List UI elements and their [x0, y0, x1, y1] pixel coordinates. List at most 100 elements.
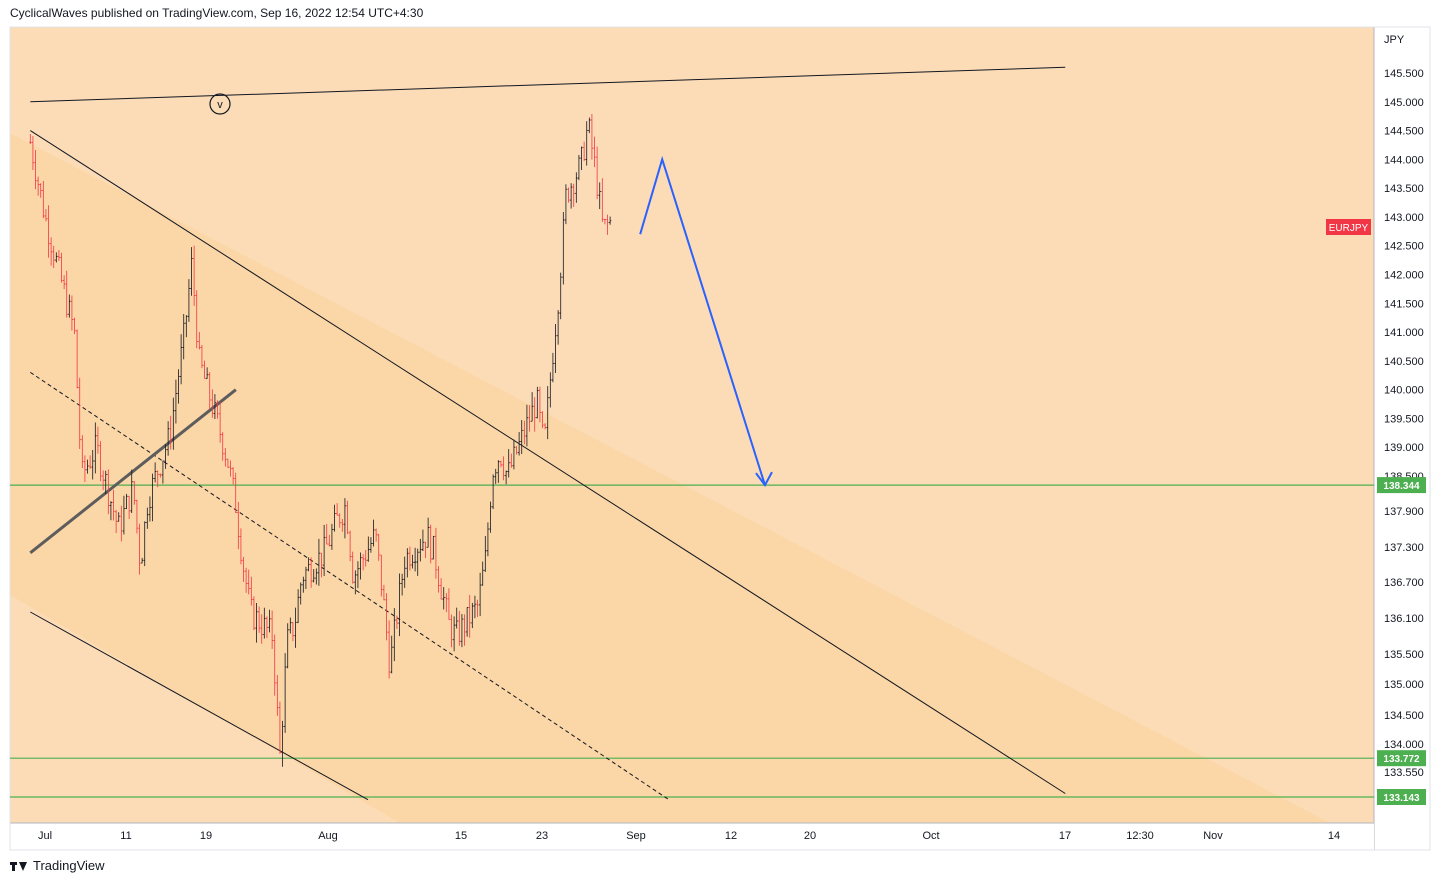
candle-120 [341, 518, 344, 532]
candle-137 [385, 593, 388, 641]
price-tick-16: 137.300 [1384, 542, 1424, 554]
time-tick-4: 15 [455, 830, 467, 842]
candle-64 [195, 290, 198, 349]
candle-24 [91, 449, 94, 480]
candle-184 [507, 449, 510, 478]
candle-90 [263, 607, 266, 639]
candle-174 [481, 561, 484, 586]
candle-116 [330, 523, 334, 550]
candle-36 [122, 495, 126, 535]
level-label-0: 138.344 [1383, 481, 1420, 492]
candle-1 [31, 135, 35, 170]
candle-49 [156, 470, 159, 488]
candle-200 [549, 372, 552, 408]
candle-61 [187, 279, 191, 322]
candle-206 [564, 184, 568, 225]
level-labels: 138.344 133.772 133.143 [1377, 477, 1426, 805]
candle-196 [538, 386, 542, 423]
trendline-0 [30, 66, 1066, 103]
candle-128 [361, 554, 365, 571]
candle-55 [172, 397, 175, 450]
candle-133 [374, 528, 378, 542]
time-tick-8: 20 [804, 830, 816, 842]
candle-192 [528, 405, 531, 432]
time-tick-9: Oct [922, 830, 939, 842]
candle-181 [499, 460, 503, 468]
candle-209 [572, 183, 575, 207]
candle-211 [577, 154, 581, 181]
footer-brand-label: TradingView [33, 858, 105, 873]
candle-86 [252, 596, 256, 631]
candle-45 [146, 507, 149, 529]
candle-195 [536, 386, 539, 419]
candle-79 [234, 472, 237, 514]
candle-188 [517, 432, 521, 456]
candle-96 [278, 701, 282, 754]
candle-35 [120, 505, 123, 542]
candle-114 [325, 523, 328, 545]
candle-92 [268, 609, 271, 633]
time-tick-13: 14 [1328, 830, 1340, 842]
candle-23 [88, 455, 92, 469]
price-tick-7: 142.000 [1384, 270, 1424, 282]
candle-172 [476, 599, 479, 618]
candle-191 [525, 404, 529, 447]
candle-132 [372, 519, 375, 547]
candle-95 [276, 675, 279, 716]
horizontal-levels [10, 484, 1374, 798]
candle-105 [302, 576, 305, 593]
candle-146 [408, 546, 412, 571]
candle-221 [603, 218, 607, 225]
candle-207 [567, 187, 570, 203]
price-tick-17: 136.700 [1384, 577, 1424, 589]
time-tick-11: 12:30 [1126, 830, 1154, 842]
candle-52 [164, 444, 167, 469]
candle-100 [289, 617, 292, 634]
candle-178 [491, 474, 495, 510]
candle-27 [99, 441, 102, 482]
candle-136 [382, 584, 386, 601]
time-tick-10: 17 [1059, 830, 1071, 842]
candle-126 [356, 561, 360, 589]
candle-218 [595, 146, 599, 200]
candle-26 [96, 426, 100, 454]
candle-73 [218, 400, 222, 443]
time-tick-12: Nov [1203, 830, 1223, 842]
candle-187 [515, 446, 518, 455]
candle-99 [286, 623, 289, 669]
candle-204 [559, 272, 562, 320]
candle-62 [190, 247, 193, 296]
candle-161 [447, 588, 451, 620]
candle-94 [273, 634, 276, 696]
candle-20 [81, 435, 84, 468]
candle-113 [322, 524, 326, 577]
candle-140 [393, 608, 396, 662]
trendline-3 [30, 371, 670, 801]
candle-53 [166, 421, 170, 456]
candle-134 [377, 533, 380, 561]
level-label-1: 133.772 [1383, 754, 1420, 765]
level-badge-2 [1377, 789, 1426, 805]
candle-115 [328, 534, 331, 547]
candle-9 [52, 245, 55, 268]
candle-13 [62, 275, 66, 290]
price-tick-12: 139.500 [1384, 413, 1424, 425]
candle-81 [239, 528, 243, 565]
footer-brand[interactable]: TradingView [10, 858, 105, 873]
trendline-2 [30, 611, 369, 801]
candle-129 [364, 549, 367, 567]
candle-175 [484, 536, 487, 572]
candle-223 [608, 216, 612, 225]
time-tick-6: Sep [626, 830, 646, 842]
candle-54 [169, 415, 172, 450]
candle-162 [450, 614, 453, 648]
candle-76 [226, 458, 230, 468]
candle-135 [380, 554, 383, 597]
price-axis [1374, 27, 1430, 823]
price-tick-15: 137.900 [1384, 506, 1424, 518]
candle-30 [107, 469, 110, 515]
candle-82 [242, 556, 245, 582]
price-tick-23: 133.550 [1384, 767, 1424, 779]
candle-108 [309, 557, 313, 588]
